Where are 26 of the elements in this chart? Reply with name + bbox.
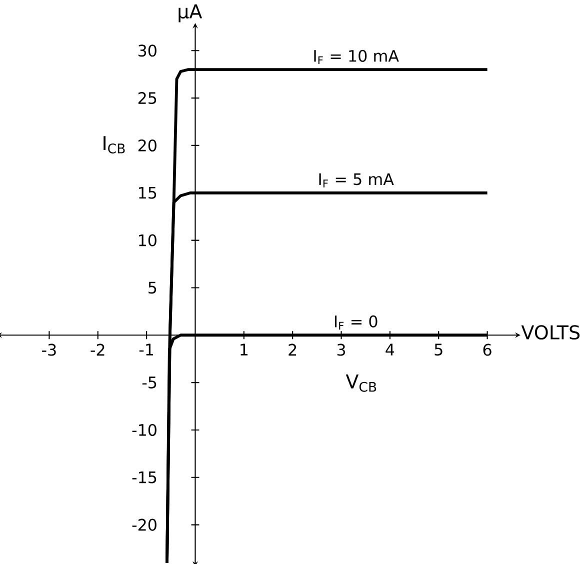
x-tick-label: -1 — [139, 344, 154, 356]
series-label: I$_{F}$ = 5 mA — [319, 173, 394, 188]
x-tick-label: -2 — [90, 344, 104, 356]
y-tick-label: -5 — [142, 376, 156, 388]
x-tick-label: -3 — [42, 344, 56, 356]
x-tick-label: 3 — [337, 344, 346, 356]
y-tick-label: 5 — [148, 282, 156, 294]
x-tick-label: 1 — [240, 344, 248, 356]
x-tick-label: 6 — [483, 344, 492, 356]
y-tick-label: 15 — [139, 186, 156, 199]
x-tick-label: 4 — [386, 344, 394, 356]
y-axis-title: I$_{CB}$ — [104, 136, 125, 154]
y-tick-label: -20 — [132, 518, 156, 531]
x-axis-title: V$_{CB}$ — [346, 374, 376, 392]
x-tick-label: 2 — [288, 344, 296, 356]
text: μA — [178, 4, 202, 22]
y-tick-label: -10 — [132, 424, 156, 436]
x-tick-label: 5 — [434, 344, 442, 356]
y-tick-label: 30 — [138, 44, 156, 57]
series-label: I$_{F}$ = 10 mA — [314, 50, 399, 64]
y-tick-label: 25 — [138, 92, 156, 104]
y-tick-label: -15 — [132, 471, 156, 484]
series-label: I$_{F}$ = 0 — [334, 315, 378, 330]
text: VOLTS — [521, 325, 580, 340]
y-tick-label: 20 — [138, 139, 156, 152]
y-tick-label: 10 — [139, 234, 156, 246]
